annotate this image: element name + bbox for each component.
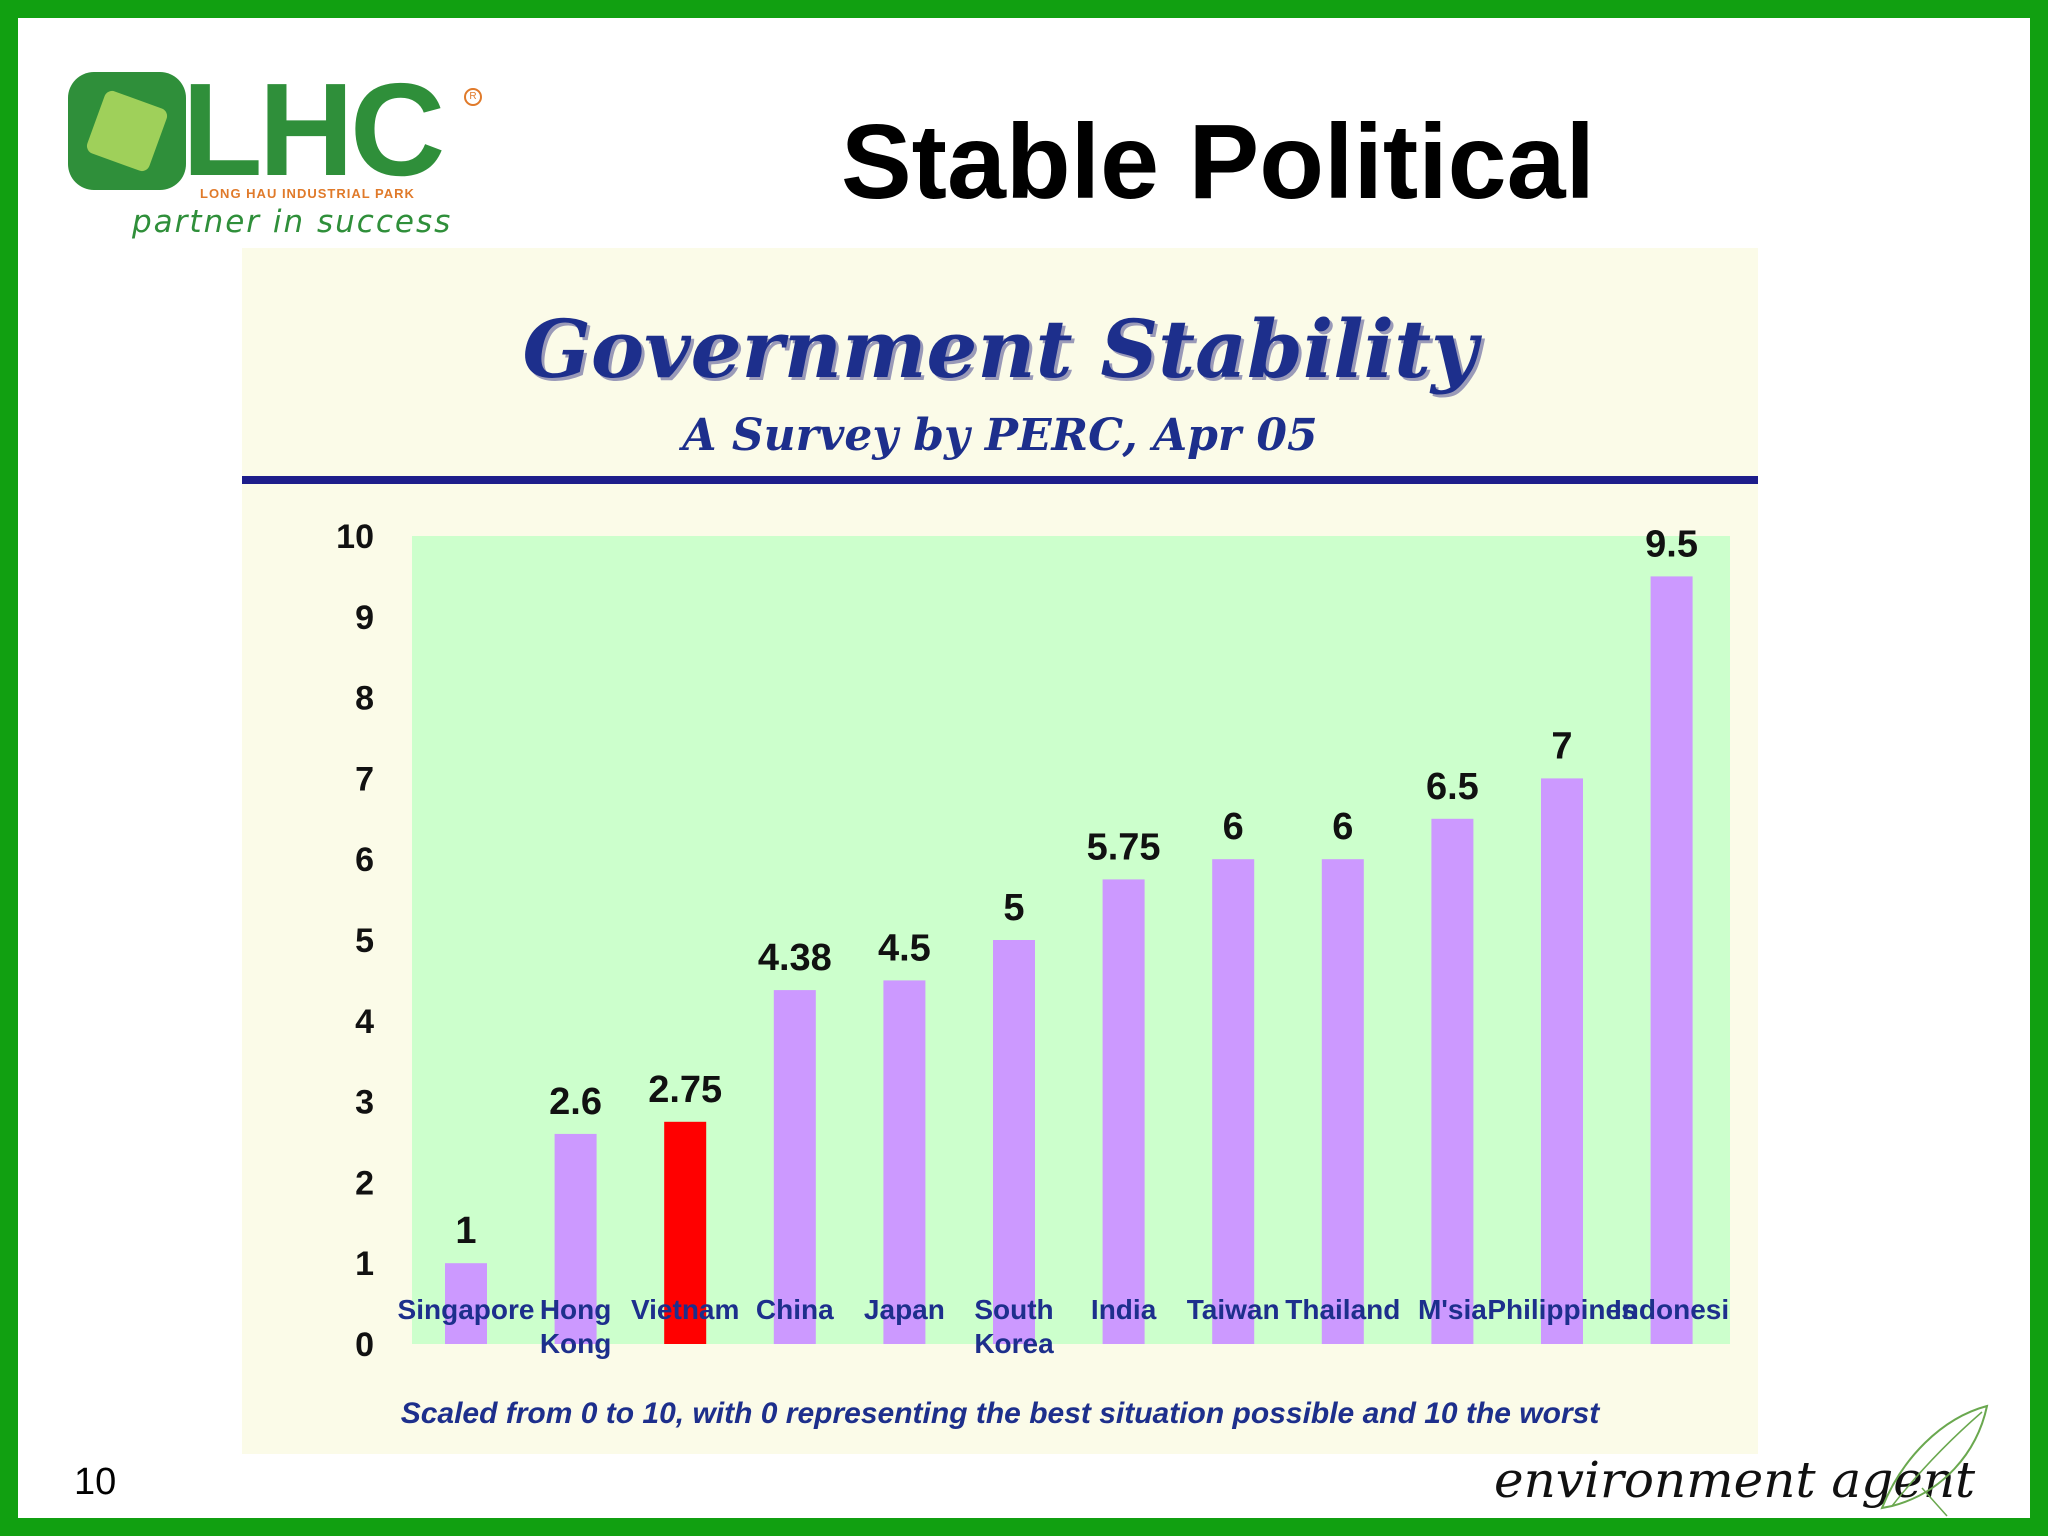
category-label: Indonesi — [1614, 1294, 1729, 1325]
bar — [1321, 859, 1364, 1344]
bar-value-label: 1 — [455, 1210, 476, 1252]
bar — [883, 980, 926, 1344]
category-label: Hong — [540, 1294, 612, 1325]
lhc-logo: LHC R LONG HAU INDUSTRIAL PARK partner i… — [50, 52, 490, 252]
page-number: 10 — [74, 1461, 117, 1503]
y-tick-label: 2 — [355, 1164, 374, 1202]
category-label: Vietnam — [631, 1294, 739, 1325]
y-tick-label: 9 — [355, 599, 374, 637]
bar-value-label: 6 — [1332, 806, 1353, 848]
y-tick-label: 6 — [355, 841, 374, 879]
category-label: Kong — [540, 1328, 612, 1359]
category-label: South — [974, 1294, 1053, 1325]
bar-value-label: 4.38 — [758, 937, 832, 979]
category-label: Taiwan — [1187, 1294, 1280, 1325]
bar-value-label: 5 — [1003, 887, 1024, 929]
bar-value-label: 7 — [1551, 725, 1572, 767]
chart-subtitle: A Survey by PERC, Apr 05 — [682, 410, 1318, 461]
y-tick-label: 3 — [355, 1084, 374, 1122]
y-tick-label: 5 — [355, 922, 374, 960]
bar — [1541, 778, 1583, 1344]
chart-divider — [242, 476, 1758, 484]
y-tick-label: 8 — [355, 680, 374, 718]
chart-title: Government Stability — [522, 302, 1478, 396]
y-tick-label: 1 — [355, 1245, 374, 1283]
slide-title: Stable Political — [840, 103, 1595, 221]
chart-panel: Government Stability A Survey by PERC, A… — [242, 248, 1758, 1454]
bar — [1102, 879, 1145, 1344]
slide: LHC R LONG HAU INDUSTRIAL PARK partner i… — [18, 18, 2030, 1518]
bar — [1431, 818, 1474, 1344]
category-label: China — [756, 1294, 834, 1325]
y-tick-label: 7 — [355, 760, 374, 798]
bar-value-label: 2.75 — [648, 1069, 722, 1111]
logo-letters: LHC — [182, 56, 445, 203]
leaf-icon — [1880, 1404, 1989, 1517]
logo-subtitle: LONG HAU INDUSTRIAL PARK — [200, 186, 415, 201]
y-tick-label: 0 — [355, 1326, 374, 1364]
category-label: Japan — [864, 1294, 945, 1325]
category-label: Philippines — [1487, 1294, 1636, 1325]
bar-value-label: 2.6 — [549, 1081, 602, 1123]
bar — [445, 1263, 487, 1344]
bar-value-label: 6 — [1223, 806, 1244, 848]
bar — [664, 1121, 707, 1344]
bar — [1650, 576, 1693, 1344]
category-label: Thailand — [1285, 1294, 1400, 1325]
bar — [993, 940, 1035, 1344]
bar-value-label: 4.5 — [878, 927, 931, 969]
bar-value-label: 5.75 — [1087, 826, 1161, 868]
chart-scale-note: Scaled from 0 to 10, with 0 representing… — [400, 1397, 1600, 1430]
category-label: M'sia — [1418, 1294, 1487, 1325]
y-tick-label: 4 — [355, 1003, 374, 1041]
logo-tagline: partner in success — [132, 204, 453, 240]
category-label: India — [1091, 1294, 1157, 1325]
y-tick-label: 10 — [336, 518, 374, 556]
plot-area — [412, 536, 1730, 1344]
bar-value-label: 6.5 — [1426, 766, 1479, 808]
category-label: Korea — [974, 1328, 1054, 1359]
bar-value-label: 9.5 — [1645, 523, 1698, 565]
bar — [554, 1133, 597, 1344]
bar — [1212, 859, 1255, 1344]
bar — [773, 990, 816, 1344]
category-label: Singapore — [398, 1294, 535, 1325]
logo-mark-icon — [68, 72, 186, 190]
registered-mark: R — [464, 88, 482, 106]
